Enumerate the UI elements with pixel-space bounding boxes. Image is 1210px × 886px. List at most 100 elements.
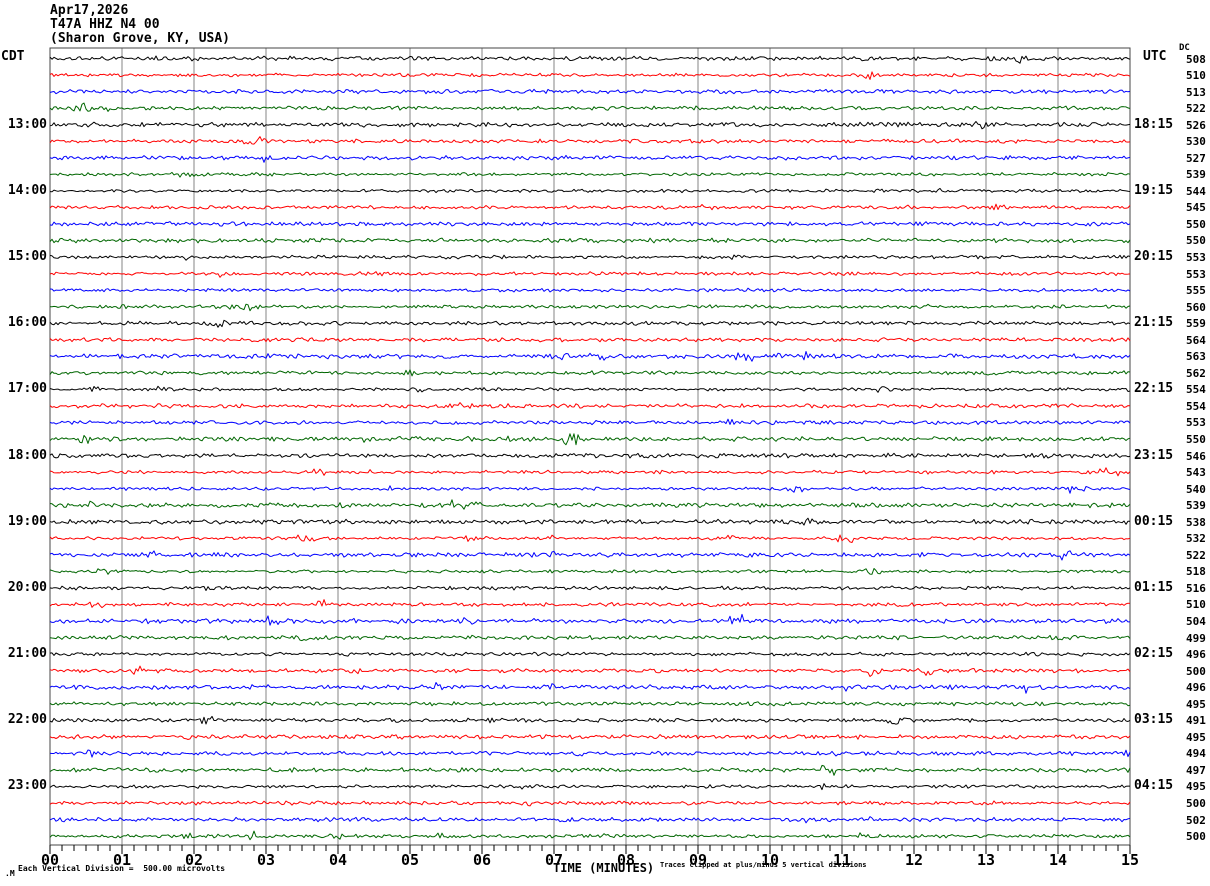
trace-row-38: [49, 682, 1131, 694]
watermark-logo: .M: [5, 869, 15, 878]
x-tick-label: 04: [328, 851, 348, 869]
trace-row-47: [49, 830, 1131, 841]
trace-row-28: [49, 517, 1131, 526]
dc-value: 540: [1186, 482, 1206, 496]
trace-row-9: [49, 203, 1131, 211]
trace-row-2: [49, 88, 1131, 95]
trace-row-15: [50, 303, 1131, 312]
dc-value: 555: [1186, 284, 1206, 298]
x-axis-ticks: [49, 845, 1131, 854]
title-date: Apr17,2026: [50, 3, 129, 18]
dc-value: 550: [1186, 217, 1206, 231]
trace-row-24: [49, 452, 1131, 459]
dc-value: 494: [1186, 747, 1206, 761]
x-tick-label: 03: [256, 851, 276, 869]
plot-frame: [49, 47, 1131, 846]
trace-row-13: [49, 271, 1131, 278]
cdt-time-label: 17:00: [7, 381, 47, 397]
trace-row-11: [49, 237, 1131, 244]
x-tick-label: 15: [1120, 851, 1140, 869]
cdt-time-label: 22:00: [7, 712, 47, 728]
utc-time-label: 18:15: [1134, 116, 1174, 132]
dc-value: 553: [1186, 251, 1206, 265]
trace-row-20: [49, 385, 1131, 393]
trace-row-37: [49, 665, 1131, 677]
dc-value: 538: [1186, 515, 1206, 529]
dc-value: 497: [1186, 763, 1206, 777]
x-tick-label: 13: [976, 851, 996, 869]
dc-value: 543: [1186, 466, 1206, 480]
dc-value: 491: [1186, 714, 1206, 728]
x-tick-label: 01: [112, 851, 132, 869]
trace-row-4: [49, 121, 1131, 130]
trace-row-22: [49, 418, 1131, 426]
left-timezone-label: CDT: [1, 49, 25, 64]
dc-value: 546: [1186, 449, 1206, 463]
trace-row-36: [49, 651, 1131, 657]
dc-value: 559: [1186, 317, 1206, 331]
dc-value: 554: [1186, 399, 1206, 413]
utc-time-label: 23:15: [1134, 447, 1174, 463]
x-tick-label: 06: [472, 851, 492, 869]
dc-value: 553: [1186, 416, 1206, 430]
right-timezone-label: UTC: [1143, 49, 1167, 64]
dc-value: 500: [1186, 830, 1206, 844]
dc-value: 550: [1186, 433, 1206, 447]
dc-value: 539: [1186, 168, 1206, 182]
trace-row-41: [49, 734, 1131, 740]
x-tick-label: 08: [616, 851, 636, 869]
trace-row-19: [49, 369, 1131, 377]
dc-value: 496: [1186, 648, 1206, 662]
trace-row-0: [49, 55, 1131, 64]
title-station: T47A HHZ N4 00: [50, 17, 160, 32]
trace-row-26: [49, 485, 1131, 494]
dc-value: 522: [1186, 102, 1206, 116]
cdt-time-label: 18:00: [7, 447, 47, 463]
trace-row-35: [49, 634, 1131, 642]
trace-row-31: [49, 568, 1131, 575]
dc-value: 522: [1186, 548, 1206, 562]
trace-row-7: [49, 171, 1131, 178]
x-axis-title: TIME (MINUTES): [553, 861, 655, 875]
dc-value: 495: [1186, 697, 1206, 711]
utc-time-label: 03:15: [1134, 712, 1174, 728]
trace-row-17: [49, 337, 1131, 343]
trace-row-10: [49, 221, 1131, 227]
dc-value: 516: [1186, 581, 1206, 595]
dc-value: 513: [1186, 85, 1206, 99]
trace-row-34: [49, 613, 1130, 626]
trace-row-30: [49, 550, 1131, 561]
trace-row-42: [49, 749, 1131, 758]
utc-time-label: 02:15: [1134, 646, 1174, 662]
x-tick-label: 09: [688, 851, 708, 869]
cdt-time-label: 20:00: [7, 579, 47, 595]
cdt-time-label: 19:00: [7, 513, 47, 529]
dc-value: 510: [1186, 598, 1206, 612]
dc-value: 495: [1186, 780, 1206, 794]
trace-row-29: [49, 534, 1131, 543]
minute-gridlines: [121, 48, 1059, 845]
trace-row-1: [49, 71, 1131, 80]
trace-row-25: [49, 467, 1131, 477]
x-tick-label: 12: [904, 851, 924, 869]
dc-value: 560: [1186, 300, 1206, 314]
title-location: (Sharon Grove, KY, USA): [50, 31, 231, 46]
x-tick-label: 02: [184, 851, 204, 869]
dc-value: 539: [1186, 499, 1206, 513]
trace-row-18: [49, 351, 1131, 362]
dc-value: 545: [1186, 201, 1206, 215]
cdt-time-label: 15:00: [7, 249, 47, 265]
dc-value: 504: [1186, 615, 1206, 629]
cdt-time-label: 13:00: [7, 116, 47, 132]
cdt-time-label: 16:00: [7, 315, 47, 331]
x-tick-label: 14: [1048, 851, 1068, 869]
trace-row-45: [49, 800, 1131, 807]
trace-row-32: [49, 585, 1131, 591]
trace-row-27: [49, 499, 1131, 510]
dc-value: 554: [1186, 383, 1206, 397]
dc-column-header: DC: [1179, 43, 1190, 53]
x-tick-label: 05: [400, 851, 420, 869]
dc-value: 526: [1186, 118, 1206, 132]
